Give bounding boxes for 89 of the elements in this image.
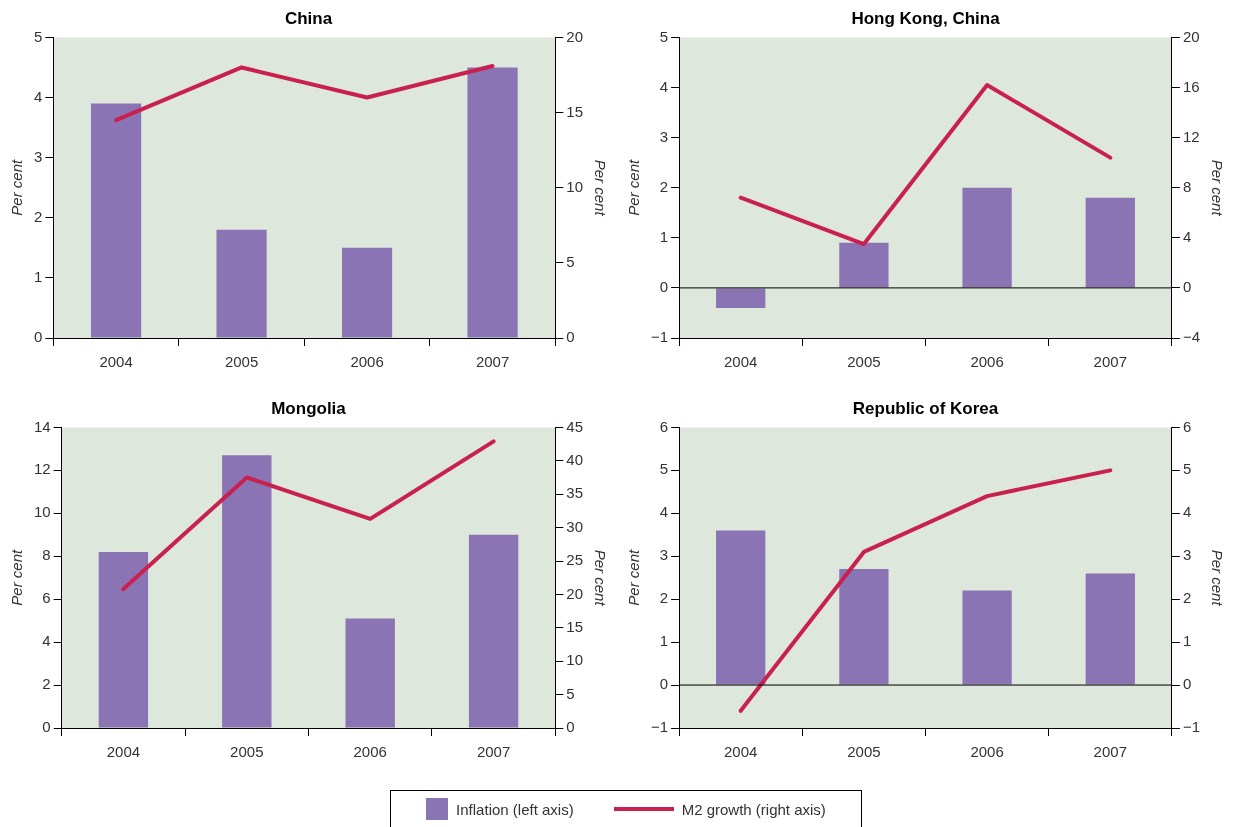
y-tick-label: 0 bbox=[34, 328, 43, 346]
y2-tick-label: −4 bbox=[1182, 328, 1201, 346]
x-tick-label: 2007 bbox=[476, 743, 511, 761]
x-tick-label: 2006 bbox=[353, 743, 387, 761]
y2-tick-label: 40 bbox=[566, 450, 583, 468]
y-tick-label: 4 bbox=[34, 87, 43, 105]
x-tick-label: 2006 bbox=[970, 353, 1004, 371]
y-axis-title: Per cent bbox=[625, 548, 643, 606]
chart-title: Republic of Korea bbox=[852, 398, 999, 418]
y2-axis-title: Per cent bbox=[1208, 549, 1226, 607]
x-tick-label: 2005 bbox=[224, 353, 259, 371]
y2-tick-label: 16 bbox=[1182, 77, 1200, 95]
y2-tick-label: 2 bbox=[1182, 589, 1192, 607]
y2-axis-title: Per cent bbox=[591, 159, 609, 217]
y-tick-label: 12 bbox=[34, 460, 51, 478]
y2-tick-label: 0 bbox=[566, 328, 575, 346]
y2-tick-label: 25 bbox=[566, 551, 583, 569]
y-tick-label: 14 bbox=[34, 417, 51, 435]
y-tick-label: 1 bbox=[659, 227, 669, 245]
y2-tick-label: 5 bbox=[566, 252, 575, 270]
y2-tick-label: 20 bbox=[566, 584, 583, 602]
y-tick-label: 5 bbox=[659, 460, 669, 478]
y2-tick-label: 4 bbox=[1182, 503, 1192, 521]
y2-axis-title: Per cent bbox=[591, 549, 609, 607]
y2-tick-label: 10 bbox=[566, 177, 583, 195]
y-tick-label: 6 bbox=[42, 589, 51, 607]
x-tick-label: 2005 bbox=[847, 743, 881, 761]
y2-tick-label: 35 bbox=[566, 484, 583, 502]
x-tick-label: 2005 bbox=[847, 353, 881, 371]
y2-tick-label: 15 bbox=[566, 102, 583, 120]
y2-tick-label: 6 bbox=[1182, 417, 1192, 435]
y-tick-label: 4 bbox=[42, 632, 51, 650]
y-tick-label: 3 bbox=[659, 127, 669, 145]
y-tick-label: 0 bbox=[659, 278, 669, 296]
y-tick-label: 6 bbox=[659, 417, 669, 435]
y2-tick-label: 30 bbox=[566, 517, 583, 535]
x-tick-label: 2007 bbox=[1093, 353, 1127, 371]
y-axis-title: Per cent bbox=[8, 548, 26, 606]
x-tick-label: 2006 bbox=[970, 743, 1004, 761]
y-tick-label: 2 bbox=[42, 675, 51, 693]
y-tick-label: 4 bbox=[659, 503, 669, 521]
y2-tick-label: 5 bbox=[1182, 460, 1192, 478]
x-tick-label: 2007 bbox=[475, 353, 510, 371]
y-tick-label: 2 bbox=[34, 207, 43, 225]
chart-title: Mongolia bbox=[271, 398, 347, 418]
y2-tick-label: 4 bbox=[1182, 227, 1192, 245]
y-tick-label: 5 bbox=[34, 27, 43, 45]
y2-axis-title: Per cent bbox=[1208, 159, 1226, 217]
x-tick-label: 2005 bbox=[230, 743, 264, 761]
y2-tick-label: 12 bbox=[1182, 127, 1200, 145]
y2-tick-label: 0 bbox=[1182, 675, 1192, 693]
y2-tick-label: 5 bbox=[566, 684, 575, 702]
y-tick-label: 3 bbox=[659, 546, 669, 564]
y2-tick-label: 3 bbox=[1182, 546, 1192, 564]
legend-label: Inflation (left axis) bbox=[456, 800, 574, 818]
y2-tick-label: 20 bbox=[1182, 27, 1200, 45]
y-tick-label: 0 bbox=[659, 675, 669, 693]
y-tick-label: 8 bbox=[42, 546, 51, 564]
y-tick-label: 1 bbox=[659, 632, 669, 650]
y2-tick-label: 1 bbox=[1182, 632, 1192, 650]
y-tick-label: 0 bbox=[42, 718, 51, 736]
x-tick-label: 2004 bbox=[99, 353, 133, 371]
y2-tick-label: 20 bbox=[566, 27, 583, 45]
y-tick-label: 10 bbox=[34, 503, 51, 521]
x-tick-label: 2006 bbox=[350, 353, 384, 371]
y2-tick-label: 10 bbox=[566, 651, 583, 669]
y-tick-label: −1 bbox=[650, 718, 669, 736]
x-tick-label: 2004 bbox=[106, 743, 141, 761]
y-tick-label: −1 bbox=[650, 328, 669, 346]
chart-title: Hong Kong, China bbox=[851, 8, 1001, 28]
y-tick-label: 5 bbox=[659, 27, 669, 45]
y-tick-label: 2 bbox=[659, 177, 669, 195]
y2-tick-label: −1 bbox=[1182, 718, 1201, 736]
y-tick-label: 3 bbox=[34, 147, 43, 165]
x-tick-label: 2004 bbox=[724, 743, 758, 761]
y-tick-label: 1 bbox=[34, 268, 43, 286]
chart-title: China bbox=[284, 8, 333, 28]
x-tick-label: 2004 bbox=[724, 353, 758, 371]
y2-tick-label: 8 bbox=[1182, 177, 1192, 195]
y-tick-label: 2 bbox=[659, 589, 669, 607]
x-tick-label: 2007 bbox=[1093, 743, 1127, 761]
legend-label: M2 growth (right axis) bbox=[681, 800, 826, 818]
y2-tick-label: 0 bbox=[1182, 278, 1192, 296]
y-tick-label: 4 bbox=[659, 77, 669, 95]
y-axis-title: Per cent bbox=[8, 158, 26, 216]
y-axis-title: Per cent bbox=[625, 158, 643, 216]
y2-tick-label: 15 bbox=[566, 617, 583, 635]
y2-tick-label: 45 bbox=[566, 417, 583, 435]
y2-tick-label: 0 bbox=[566, 718, 575, 736]
